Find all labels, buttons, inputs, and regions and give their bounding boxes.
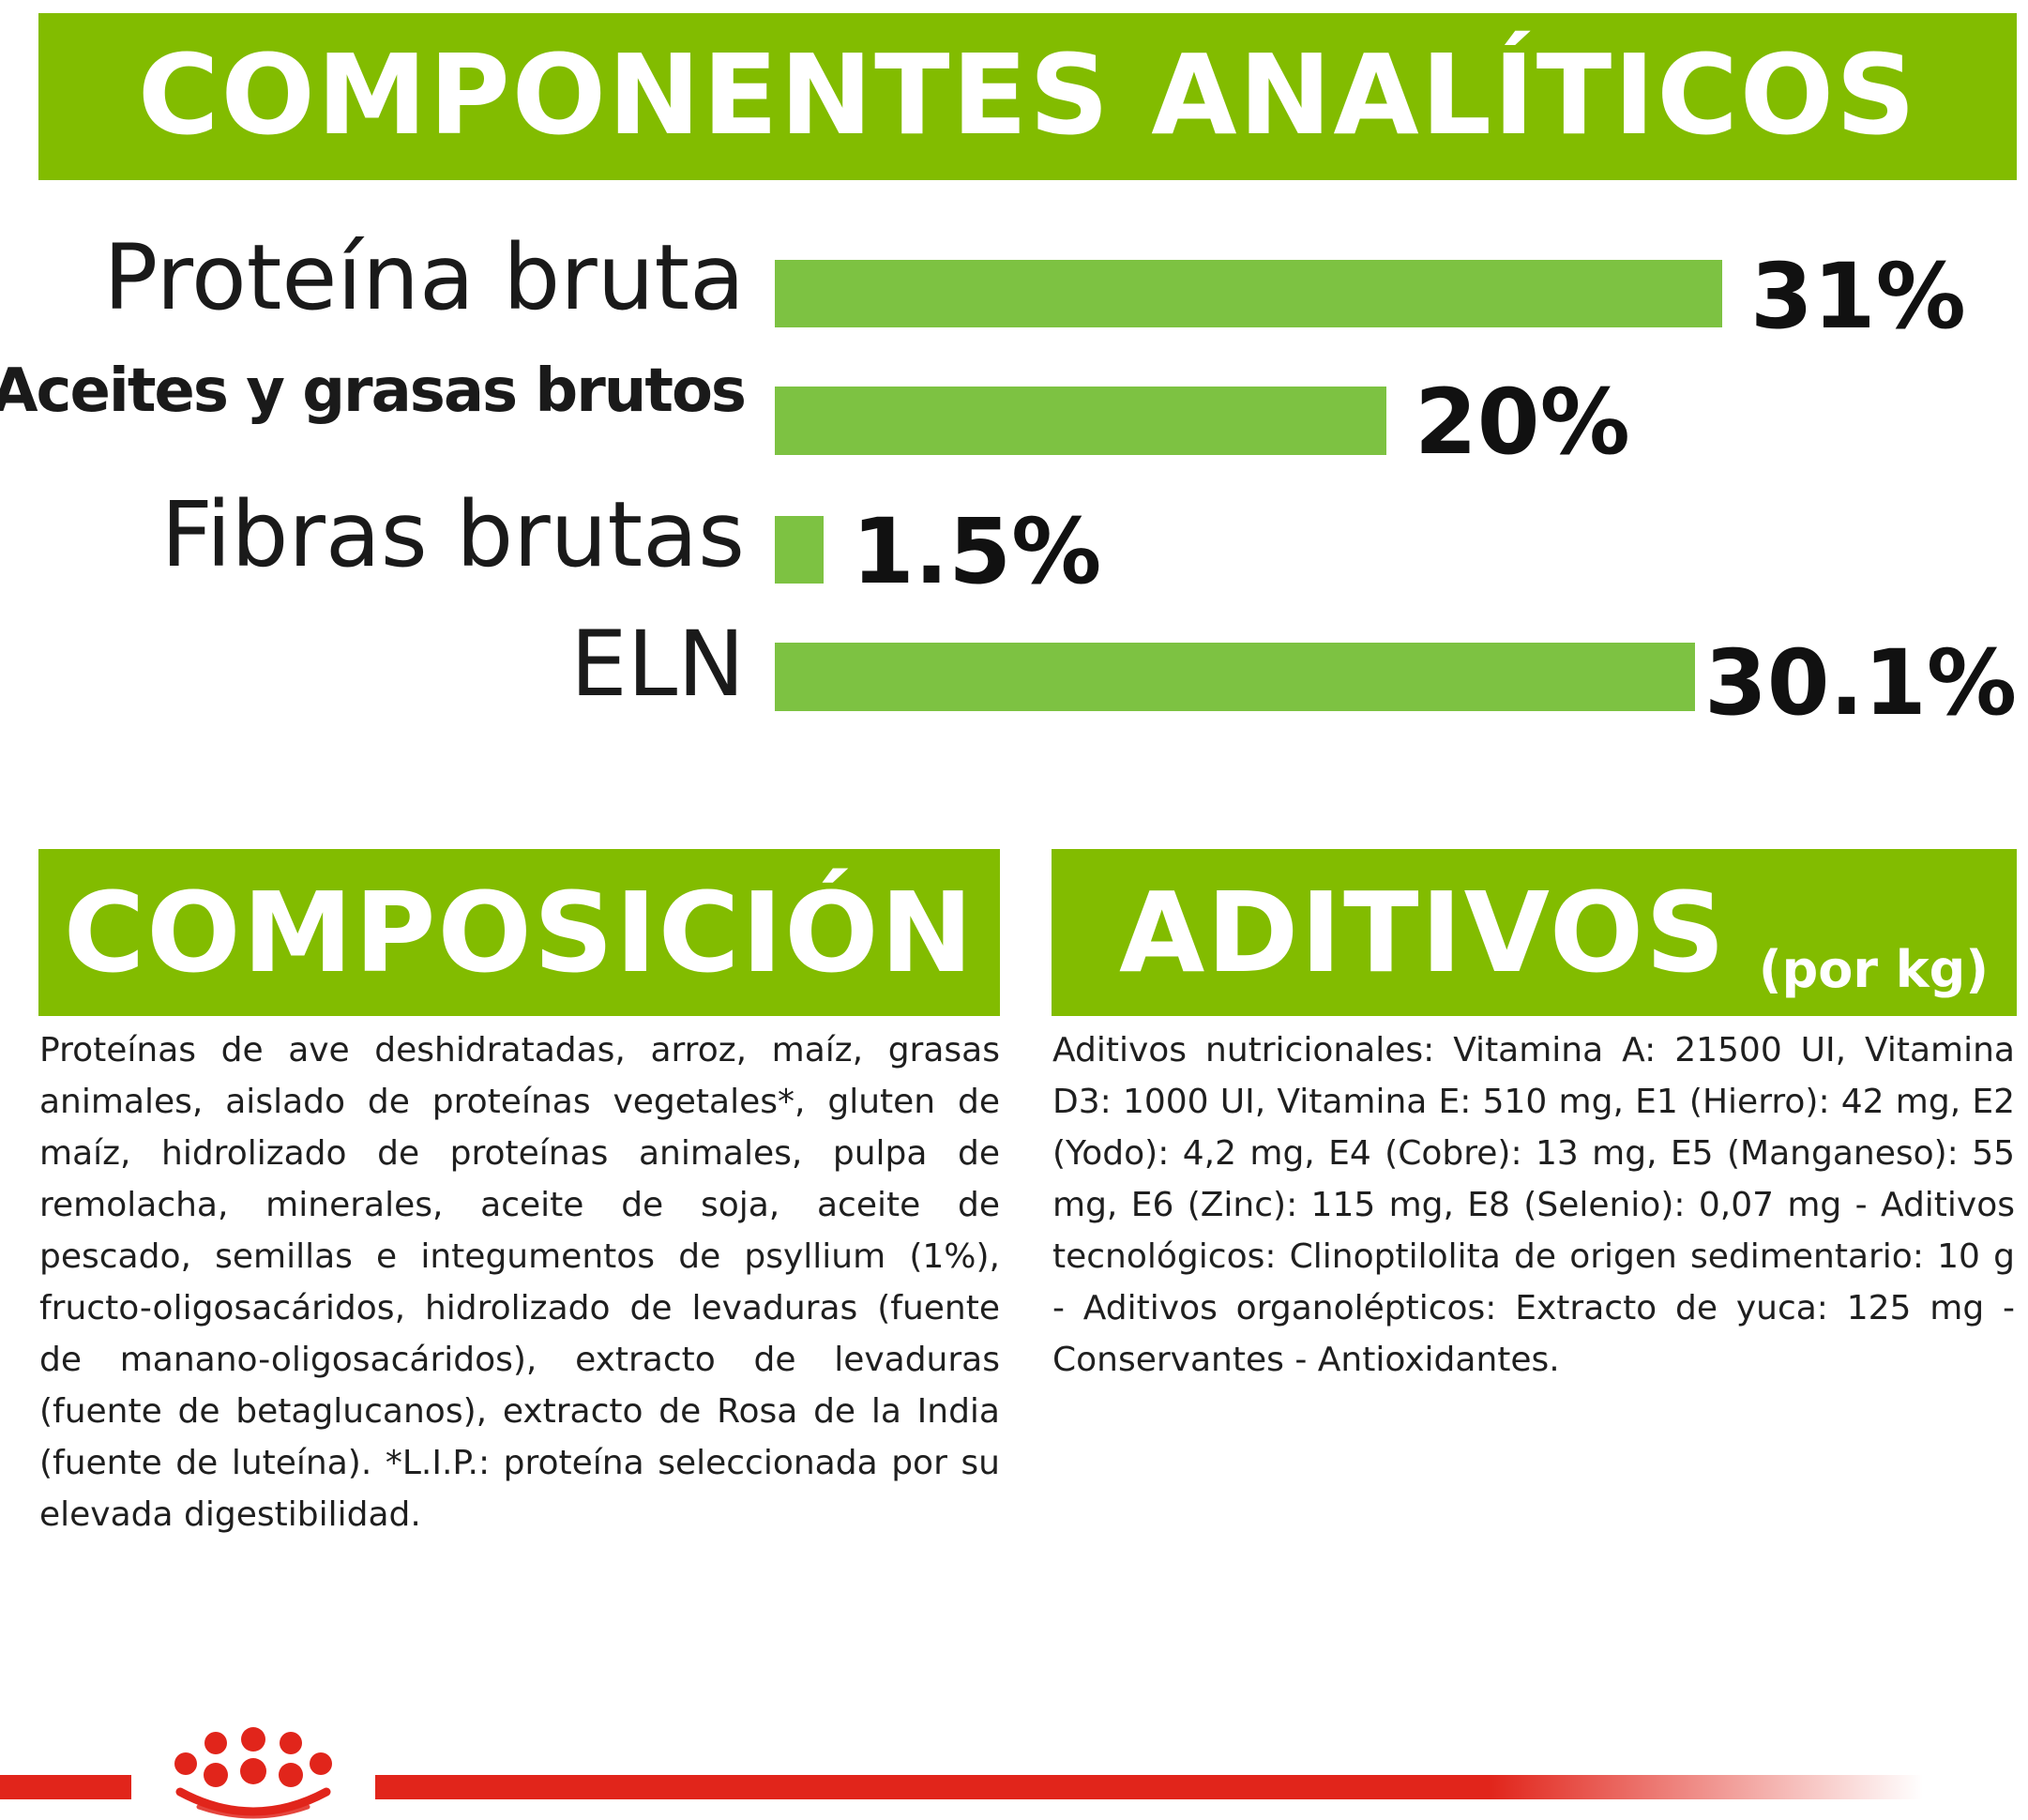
royal-canin-crown-icon: [174, 1727, 332, 1819]
aditivos-text: Aditivos nutricionales: Vitamina A: 2150…: [1052, 1031, 2015, 1379]
aditivos-banner: ADITIVOS (por kg): [1052, 849, 2017, 1016]
analytic-label-fibras: Fibras brutas: [160, 482, 745, 587]
footer-red-line-right: [375, 1775, 1923, 1799]
footer-brand-strip: [0, 1726, 2028, 1820]
analytic-value-fibras: 1.5%: [852, 499, 1102, 604]
analytic-value-proteina: 31%: [1750, 244, 1966, 349]
analytic-label-proteina: Proteína bruta: [103, 225, 745, 330]
analytic-value-eln: 30.1%: [1703, 630, 2017, 736]
analytic-bar-proteina: [775, 260, 1722, 327]
analytic-value-aceites: 20%: [1415, 370, 1630, 475]
analytic-label-eln: ELN: [570, 612, 745, 717]
footer-red-line-left: [0, 1775, 131, 1799]
analytic-bar-eln: [775, 643, 1695, 711]
analytic-label-aceites: Aceites y grasas brutos: [0, 356, 747, 426]
aditivos-unit: (por kg): [1758, 940, 1989, 999]
composicion-text: Proteínas de ave deshidratadas, arroz, m…: [39, 1031, 1000, 1534]
composicion-title: COMPOSICIÓN: [63, 868, 976, 997]
analytic-bar-fibras: [775, 516, 824, 584]
header-title: COMPONENTES ANALÍTICOS: [137, 30, 1918, 159]
aditivos-title: ADITIVOS: [1119, 868, 1728, 997]
header-banner: COMPONENTES ANALÍTICOS: [38, 13, 2017, 180]
analytic-bar-aceites: [775, 387, 1386, 455]
composicion-banner: COMPOSICIÓN: [38, 849, 1000, 1016]
